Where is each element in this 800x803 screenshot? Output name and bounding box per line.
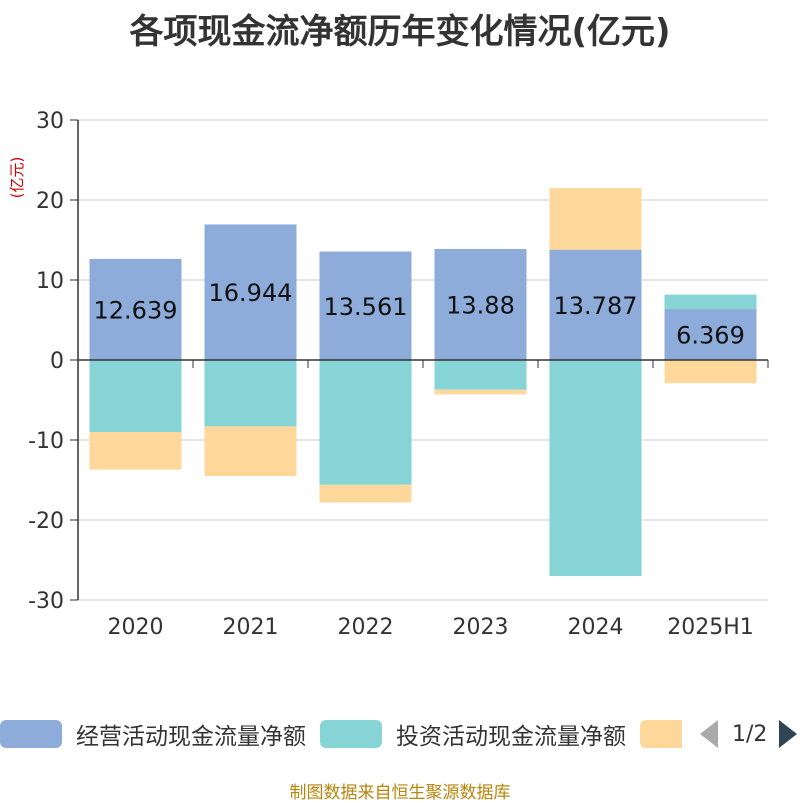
y-tick-label: -20 <box>28 509 64 534</box>
x-tick-label: 2021 <box>223 615 279 640</box>
bar-investing-2025H1 <box>664 294 757 310</box>
bar-third-2025H1 <box>664 360 757 384</box>
chart-plot: 30 20 10 0 -10 -20 -30 (亿元) 12.639 16.944 13.561 13… <box>8 109 769 640</box>
legend-page-indicator: 1/2 <box>732 721 768 747</box>
x-tick-label: 2025H1 <box>667 615 754 640</box>
bar-operating-2024 <box>549 249 642 360</box>
bar-third-2024 <box>549 188 642 250</box>
chart-title: 各项现金流净额历年变化情况(亿元) <box>129 12 671 52</box>
y-tick-label: 10 <box>36 269 64 294</box>
legend-label-operating: 经营活动现金流量净额 <box>76 724 306 750</box>
bar-third-2020 <box>89 432 182 470</box>
x-tick-label: 2023 <box>453 615 509 640</box>
legend: 经营活动现金流量净额 投资活动现金流量净额 1/2 <box>0 714 800 754</box>
bar-operating-2021 <box>204 224 297 360</box>
legend-pager: 1/2 <box>700 714 798 754</box>
bar-operating-2022 <box>319 251 412 360</box>
y-axis-label: (亿元) <box>8 157 26 199</box>
y-tick-label: 0 <box>50 349 64 374</box>
y-tick-label: 30 <box>36 109 64 134</box>
y-tick-label: -10 <box>28 429 64 454</box>
data-label: 13.561 <box>324 293 408 321</box>
legend-swatch-operating <box>0 720 62 748</box>
data-label: 13.787 <box>554 292 638 320</box>
data-label: 16.944 <box>209 279 293 307</box>
data-label: 12.639 <box>94 296 178 324</box>
legend-item-third[interactable] <box>640 714 682 754</box>
x-tick-label: 2022 <box>338 615 394 640</box>
legend-label-investing: 投资活动现金流量净额 <box>396 724 626 750</box>
x-tick-label: 2020 <box>108 615 164 640</box>
bar-investing-2021 <box>204 360 297 427</box>
bar-investing-2020 <box>89 360 182 432</box>
y-tick-label: 20 <box>36 189 64 214</box>
legend-prev-page-icon[interactable] <box>700 720 718 748</box>
bar-third-2023 <box>434 389 527 395</box>
y-tick-label: -30 <box>28 589 64 614</box>
bar-investing-2022 <box>319 360 412 485</box>
bar-third-2021 <box>204 426 297 476</box>
legend-swatch-investing <box>320 720 382 748</box>
bar-operating-2020 <box>89 258 182 360</box>
x-tick-label: 2024 <box>568 615 624 640</box>
data-label: 13.88 <box>446 291 515 319</box>
data-label: 6.369 <box>676 322 745 350</box>
source-note: 制图数据来自恒生聚源数据库 <box>289 783 511 803</box>
legend-next-page-icon[interactable] <box>779 720 798 748</box>
bar-third-2022 <box>319 484 412 503</box>
bar-investing-2024 <box>549 360 642 576</box>
bar-operating-2025H1 <box>664 309 757 360</box>
legend-item-investing[interactable]: 投资活动现金流量净额 <box>320 714 626 754</box>
legend-item-operating[interactable]: 经营活动现金流量净额 <box>0 714 306 754</box>
bar-operating-2023 <box>434 248 527 360</box>
legend-swatch-third <box>640 720 682 748</box>
bar-investing-2023 <box>434 360 527 390</box>
